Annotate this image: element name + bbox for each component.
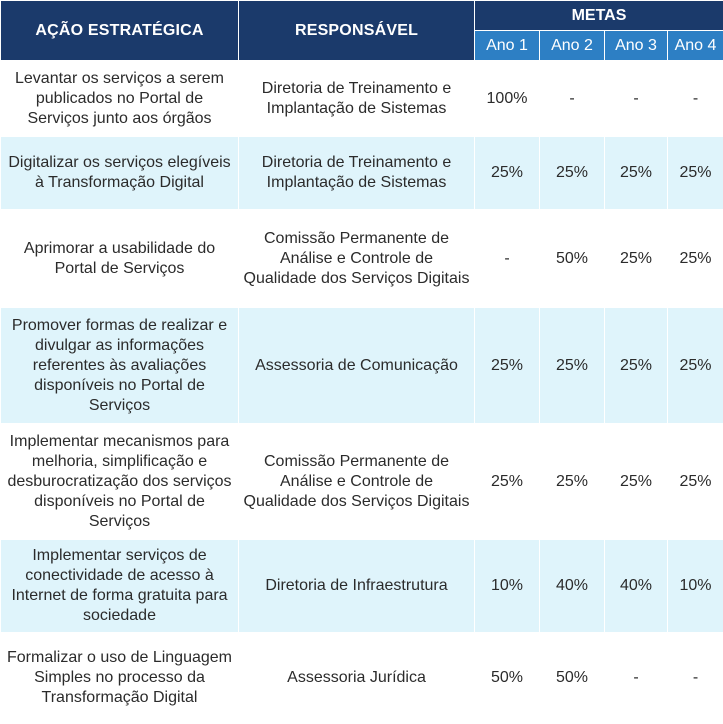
meta-ano-1-cell: 100% [474, 60, 540, 137]
table-row: Aprimorar a usabilidade do Portal de Ser… [0, 209, 723, 308]
meta-ano-4-cell: 25% [667, 209, 723, 308]
table-row: Levantar os serviços a serem publicados … [0, 60, 723, 137]
header-acao-estrategica: AÇÃO ESTRATÉGICA [0, 0, 239, 61]
meta-ano-1-cell: 25% [474, 307, 540, 424]
table-row: Formalizar o uso de Linguagem Simples no… [0, 632, 723, 723]
meta-ano-2-cell: 25% [539, 136, 605, 210]
meta-ano-4-cell: 10% [667, 539, 723, 633]
acao-cell: Digitalizar os serviços elegíveis à Tran… [0, 136, 239, 210]
meta-ano-3-cell: 25% [604, 136, 668, 210]
table-row: Implementar serviços de conectividade de… [0, 539, 723, 633]
header-ano-2: Ano 2 [539, 30, 605, 61]
header-metas: METAS [474, 0, 723, 31]
meta-ano-3-cell: - [604, 60, 668, 137]
meta-ano-1-cell: 50% [474, 632, 540, 723]
responsavel-cell: Assessoria Jurídica [238, 632, 475, 723]
meta-ano-3-cell: - [604, 632, 668, 723]
responsavel-cell: Diretoria de Infraestrutura [238, 539, 475, 633]
meta-ano-3-cell: 25% [604, 423, 668, 540]
acao-cell: Implementar serviços de conectividade de… [0, 539, 239, 633]
meta-ano-2-cell: - [539, 60, 605, 137]
responsavel-cell: Assessoria de Comunicação [238, 307, 475, 424]
meta-ano-2-cell: 25% [539, 423, 605, 540]
meta-ano-2-cell: 25% [539, 307, 605, 424]
meta-ano-4-cell: 25% [667, 136, 723, 210]
header-ano-1: Ano 1 [474, 30, 540, 61]
meta-ano-2-cell: 50% [539, 209, 605, 308]
meta-ano-2-cell: 40% [539, 539, 605, 633]
meta-ano-1-cell: 25% [474, 423, 540, 540]
header-ano-3: Ano 3 [604, 30, 668, 61]
meta-ano-3-cell: 25% [604, 307, 668, 424]
meta-ano-3-cell: 25% [604, 209, 668, 308]
table-row: Promover formas de realizar e divulgar a… [0, 307, 723, 424]
meta-ano-1-cell: 10% [474, 539, 540, 633]
responsavel-cell: Comissão Permanente de Análise e Control… [238, 423, 475, 540]
meta-ano-3-cell: 40% [604, 539, 668, 633]
meta-ano-4-cell: - [667, 60, 723, 137]
acao-cell: Promover formas de realizar e divulgar a… [0, 307, 239, 424]
table-row: Digitalizar os serviços elegíveis à Tran… [0, 136, 723, 210]
meta-ano-4-cell: - [667, 632, 723, 723]
responsavel-cell: Diretoria de Treinamento e Implantação d… [238, 60, 475, 137]
responsavel-cell: Diretoria de Treinamento e Implantação d… [238, 136, 475, 210]
responsavel-cell: Comissão Permanente de Análise e Control… [238, 209, 475, 308]
header-ano-4: Ano 4 [667, 30, 723, 61]
acao-cell: Formalizar o uso de Linguagem Simples no… [0, 632, 239, 723]
meta-ano-2-cell: 50% [539, 632, 605, 723]
meta-ano-4-cell: 25% [667, 307, 723, 424]
acao-cell: Aprimorar a usabilidade do Portal de Ser… [0, 209, 239, 308]
table-row: Implementar mecanismos para melhoria, si… [0, 423, 723, 540]
header-responsavel: RESPONSÁVEL [238, 0, 475, 61]
acao-cell: Implementar mecanismos para melhoria, si… [0, 423, 239, 540]
meta-ano-4-cell: 25% [667, 423, 723, 540]
meta-ano-1-cell: - [474, 209, 540, 308]
acao-cell: Levantar os serviços a serem publicados … [0, 60, 239, 137]
meta-ano-1-cell: 25% [474, 136, 540, 210]
